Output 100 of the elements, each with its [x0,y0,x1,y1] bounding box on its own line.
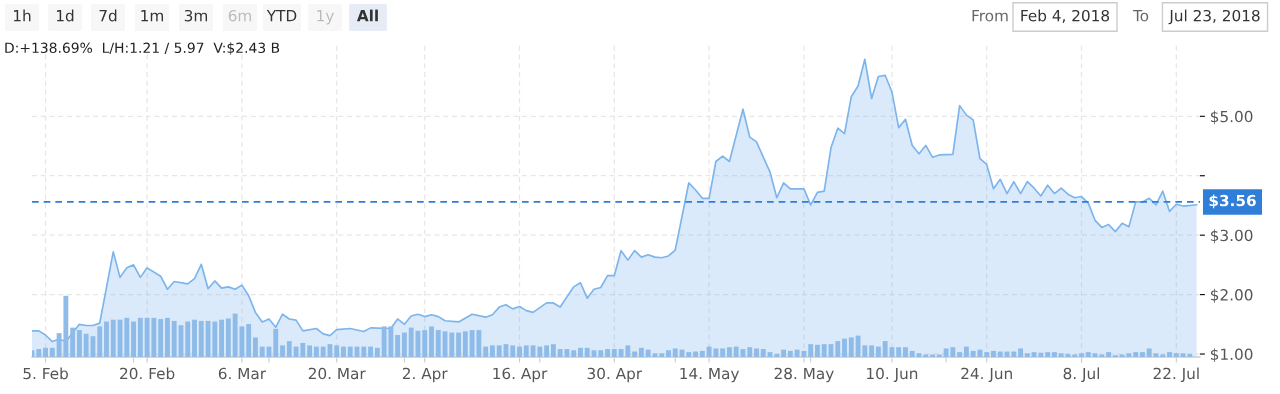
bar [259,346,265,357]
text: All [356,9,378,22]
bar [611,349,617,357]
text: 1m [141,10,163,22]
bar [970,350,976,357]
bar [523,345,529,357]
bar [192,319,197,357]
bar [896,347,902,357]
bar [584,347,590,357]
bar [808,344,814,357]
text: 7d [99,9,117,22]
bar [544,345,550,357]
bar [76,330,82,357]
bar [1011,351,1017,357]
text: 1h [13,9,31,22]
bar [171,320,177,357]
bar [571,350,577,357]
bar [997,351,1003,357]
bar [869,345,875,357]
bar [909,350,915,357]
bar [307,345,313,357]
bar [49,347,55,357]
y-tick-label: $1.00 [1210,348,1253,363]
x-tick-label: 20. Feb [120,367,175,380]
bar [1146,348,1152,357]
y-tick-label: $5.00 [1210,110,1253,125]
bar [408,327,414,357]
bar [219,319,225,357]
bar [1133,352,1139,357]
text: 6m [228,9,251,22]
x-tick-label: 20. Mar [308,367,366,380]
bar [395,334,401,357]
bar [43,347,48,357]
bar [313,346,319,357]
bar [104,321,109,357]
bar [341,346,346,357]
bar [693,351,698,357]
text: To [1132,10,1149,22]
bar [699,350,705,357]
bar [1079,353,1084,357]
bar [97,326,103,357]
bar [164,317,170,357]
bar [720,348,726,357]
text: Feb 4, 2018 [1021,9,1110,23]
bar [903,347,908,357]
bar [449,332,455,357]
text: Jul 23, 2018 [1168,9,1260,25]
x-tick-label: 8. Jul [1063,367,1100,383]
bar [754,348,759,357]
bar [131,321,136,357]
bar [815,344,820,357]
bar [517,346,522,357]
bar [225,318,231,357]
bar [273,328,279,357]
bar [110,319,116,357]
ref-line-label: $3.56 [1209,194,1256,209]
x-tick-label: 5. Feb [23,367,68,380]
bar [36,349,42,357]
bar [510,345,516,357]
bar [198,320,204,357]
bar [489,345,495,357]
text: YTD [266,10,297,22]
bar [821,344,827,357]
x-tick-label: 22. Jul [1153,367,1199,383]
bar [1085,352,1091,357]
bar [672,348,678,357]
text: 1d [56,9,74,22]
bar [253,337,258,357]
bar [666,350,671,357]
bar [760,349,766,357]
bar [578,347,583,357]
bar [483,346,489,357]
bar [70,327,76,357]
bar [1058,353,1064,357]
bar [842,338,847,357]
bar [598,350,604,357]
annotation: D:+138.69% L/H:1.21 / 5.97 V:$2.43 B [5,42,280,55]
bar [984,352,990,357]
bar [435,330,441,357]
bar [632,351,638,357]
bar [733,346,739,357]
bar [83,333,89,357]
bar [787,350,793,357]
bar [686,352,692,357]
bar [374,347,380,357]
bar [1051,352,1057,357]
x-tick-label: 10. Jun [867,367,918,383]
y-tick-label: $3.00 [1210,229,1253,244]
bar [334,345,340,357]
bar [747,347,753,357]
bar [781,349,787,357]
bar [659,353,665,357]
bar [537,346,543,357]
bar [462,331,468,357]
bar [726,347,732,357]
bar [605,349,610,357]
bar [361,346,367,357]
bar [1173,353,1179,357]
bar [1140,352,1145,357]
bar [456,332,462,357]
